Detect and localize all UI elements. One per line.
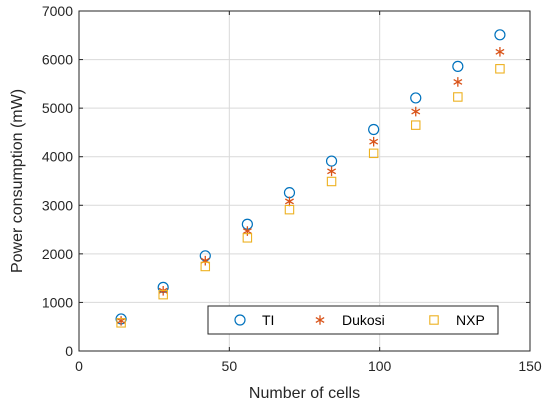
point-ti <box>325 155 338 167</box>
legend: TI Dukosi NXP <box>207 305 499 335</box>
point-nxp <box>116 318 126 328</box>
y-tick-label: 7000 <box>42 3 73 19</box>
x-tick-label: 150 <box>518 358 542 374</box>
point-dukosi <box>284 196 294 207</box>
legend-marker-ti <box>234 314 246 326</box>
legend-marker-dukosi <box>315 315 325 325</box>
y-tick-label: 4000 <box>42 149 73 165</box>
x-tick-label: 50 <box>222 358 238 374</box>
point-nxp <box>242 233 253 243</box>
legend-marker-nxp <box>429 315 439 325</box>
point-nxp <box>284 204 295 215</box>
y-tick-label: 2000 <box>42 246 73 262</box>
legend-label-dukosi: Dukosi <box>342 312 385 328</box>
point-nxp <box>200 261 211 272</box>
point-dukosi <box>116 316 126 326</box>
point-nxp <box>158 289 168 300</box>
point-nxp <box>495 64 505 74</box>
y-axis-label: Power consumption (mW) <box>9 89 26 273</box>
y-tick-label: 0 <box>65 343 73 359</box>
point-dukosi <box>327 166 337 177</box>
x-axis-label: Number of cells <box>249 385 360 402</box>
point-dukosi <box>200 255 210 266</box>
plot-area <box>78 10 531 352</box>
axis-ticks: 0 50 100 150 0 1000 2000 3000 4000 5000 6000 7000 <box>42 3 542 374</box>
legend-label-nxp: NXP <box>456 312 485 328</box>
point-dukosi <box>369 136 379 147</box>
point-nxp <box>326 176 337 187</box>
x-tick-label: 0 <box>75 358 83 374</box>
y-tick-label: 1000 <box>42 294 73 310</box>
point-dukosi <box>411 106 421 117</box>
legend-label-ti: TI <box>262 312 274 328</box>
point-nxp <box>368 148 379 159</box>
legend-box <box>207 305 499 335</box>
point-dukosi <box>453 77 463 87</box>
y-tick-label: 5000 <box>42 100 73 116</box>
x-tick-label: 100 <box>368 358 392 374</box>
point-ti <box>283 187 296 199</box>
grid-lines <box>79 11 530 351</box>
point-ti <box>494 29 506 41</box>
point-dukosi <box>242 226 252 236</box>
y-tick-label: 3000 <box>42 197 73 213</box>
point-ti <box>410 92 422 104</box>
point-nxp <box>410 120 421 130</box>
point-dukosi <box>495 47 505 57</box>
y-tick-label: 6000 <box>42 52 73 68</box>
point-ti <box>452 60 464 72</box>
point-ti <box>368 123 380 136</box>
point-nxp <box>453 92 463 102</box>
data-points <box>115 29 506 328</box>
